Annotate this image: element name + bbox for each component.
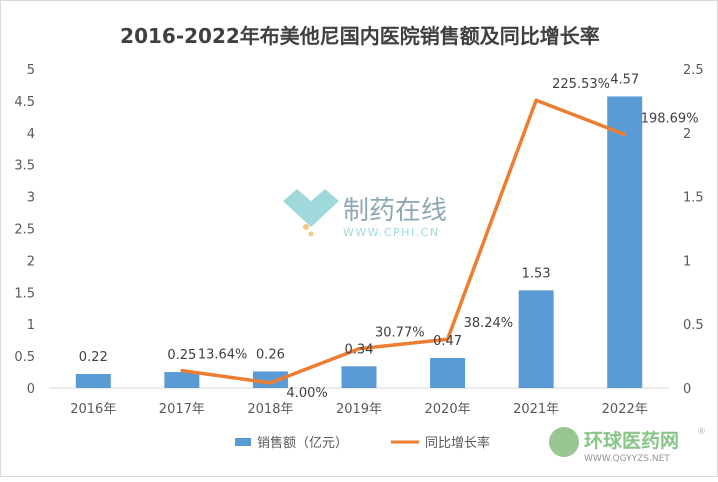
line-point	[180, 369, 184, 373]
y-left-tick-label: 1.5	[14, 286, 35, 301]
y-left-tick-label: 2	[27, 254, 35, 269]
y-left-tick-label: 4.5	[14, 95, 35, 110]
y-left-tick-label: 4	[27, 127, 35, 142]
legend-bar-swatch	[235, 438, 251, 446]
bar	[341, 366, 377, 388]
bar-data-label: 4.57	[610, 72, 639, 87]
growth-line	[181, 98, 626, 385]
x-tick-label: 2019年	[336, 402, 382, 417]
globe-icon	[549, 427, 579, 457]
y-right-tick-label: 1	[683, 254, 691, 269]
cphi-dot-icon	[303, 224, 309, 230]
line-point	[268, 381, 272, 385]
cphi-dot-icon	[308, 231, 314, 237]
y-left-tick-label: 2.5	[14, 223, 35, 238]
y-right-tick-label: 0.5	[683, 318, 704, 333]
x-tick-label: 2021年	[513, 402, 559, 417]
y-right-tick-label: 2	[683, 127, 691, 142]
y-left-tick-label: 0	[27, 382, 35, 397]
line-data-label: 13.64%	[198, 348, 248, 363]
x-tick-label: 2022年	[602, 402, 648, 417]
x-tick-label: 2017年	[159, 402, 205, 417]
bar	[75, 373, 111, 388]
y-left-tick-label: 1	[27, 318, 35, 333]
bar-data-label: 0.22	[79, 350, 108, 365]
line-data-label: 30.77%	[375, 326, 425, 341]
bar	[607, 96, 643, 389]
bar-data-label: 1.53	[522, 266, 551, 281]
watermark-cphi: 制药在线 WWW.CPHI.CN	[283, 189, 447, 239]
legend: 销售额（亿元） 同比增长率	[235, 435, 490, 451]
bar-data-label: 0.26	[256, 347, 285, 362]
y-right-tick-label: 1.5	[683, 191, 704, 206]
bar	[430, 358, 466, 388]
line-point	[357, 347, 361, 351]
bar-data-label: 0.25	[167, 348, 196, 363]
watermark-qgyyzs: 环球医药网 ® WWW.QGYYZS.NET	[549, 427, 706, 464]
bar-data-label: 0.47	[433, 334, 462, 349]
registered-mark: ®	[697, 427, 706, 437]
x-tick-label: 2020年	[425, 402, 471, 417]
watermark-cphi-name: 制药在线	[343, 196, 447, 226]
bar	[252, 371, 288, 388]
legend-line-label: 同比增长率	[425, 435, 490, 451]
y-right-tick-label: 0	[683, 382, 691, 397]
line-point	[623, 132, 627, 136]
line-data-label: 38.24%	[464, 316, 514, 331]
cphi-logo-icon	[283, 189, 339, 227]
bar	[164, 372, 200, 388]
legend-bar-label: 销售额（亿元）	[257, 435, 348, 451]
line-point	[446, 337, 450, 341]
line-data-label: 4.00%	[286, 386, 327, 401]
watermark-cphi-url: WWW.CPHI.CN	[343, 226, 440, 239]
y-left-tick-label: 3	[27, 191, 35, 206]
line-data-label: 198.69%	[641, 111, 699, 126]
chart-title: 2016-2022年布美他尼国内医院销售额及同比增长率	[120, 24, 600, 48]
x-tick-label: 2018年	[247, 402, 293, 417]
y-right-tick-label: 2.5	[683, 63, 704, 78]
bar-data-label: 0.34	[345, 342, 374, 357]
y-left-tick-label: 5	[27, 63, 35, 78]
y-left-tick-label: 0.5	[14, 350, 35, 365]
line-data-label: 225.53%	[552, 77, 610, 92]
y-left-tick-label: 3.5	[14, 159, 35, 174]
x-tick-label: 2016年	[70, 402, 116, 417]
watermark-qgyyzs-name: 环球医药网	[584, 429, 679, 452]
line-point	[534, 98, 538, 102]
watermark-qgyyzs-url: WWW.QGYYZS.NET	[584, 454, 670, 464]
bar	[518, 290, 554, 388]
